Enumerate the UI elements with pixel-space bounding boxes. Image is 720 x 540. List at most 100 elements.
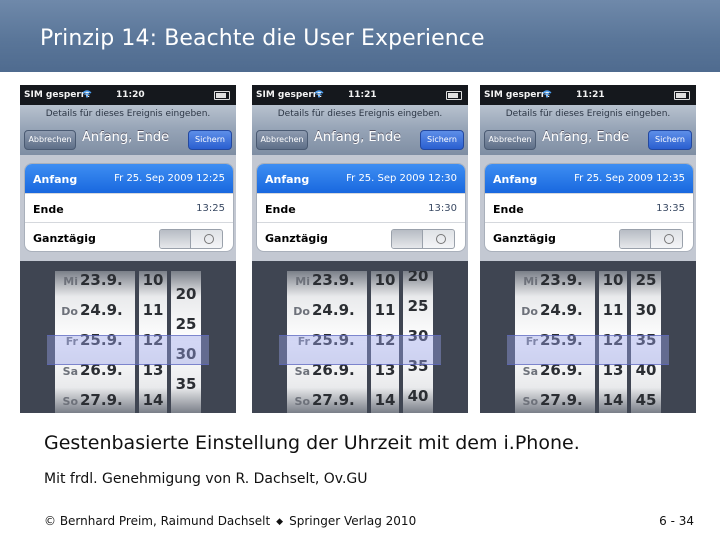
slide-title: Prinzip 14: Beachte die User Experience — [40, 26, 485, 51]
toggle-thumb[interactable] — [392, 230, 423, 248]
picker-date-item[interactable]: Do 24.9. — [55, 295, 135, 325]
picker-hour-wheel[interactable]: 10 11 12 13 14 — [371, 271, 399, 413]
date-time-picker: Mi 23.9. Do 24.9. Fr 25.9. Sa 26.9. So 27.9. 10 11… — [252, 261, 468, 413]
picker-hour-item[interactable]: 10 — [602, 271, 624, 289]
picker-minute-item[interactable]: 20 — [407, 271, 429, 285]
picker-date-wheel[interactable]: Mi 23.9. Do 24.9. Fr 25.9. Sa 26.9. So 27.9. — [55, 271, 135, 413]
picker-date-item[interactable]: Sa 26.9. — [55, 355, 135, 385]
picker-minute-item[interactable]: 30 — [407, 327, 429, 345]
picker-hour-item[interactable]: 11 — [602, 301, 624, 319]
picker-date: 27.9. — [312, 391, 355, 409]
picker-date-item[interactable]: Mi 23.9. — [55, 271, 135, 295]
allday-row: Ganztägig — [25, 222, 233, 251]
picker-minute-wheel[interactable]: 20 25 30 35 40 — [403, 271, 433, 413]
picker-date: 27.9. — [80, 391, 123, 409]
battery-icon — [446, 91, 462, 100]
picker-hour-wheel[interactable]: 10 11 12 13 14 — [599, 271, 627, 413]
end-row[interactable]: Ende 13:35 — [485, 193, 693, 223]
status-time: 11:21 — [576, 90, 605, 100]
picker-date-item[interactable]: So 27.9. — [55, 385, 135, 413]
picker-hour-item[interactable]: 11 — [142, 301, 164, 319]
start-row[interactable]: Anfang Fr 25. Sep 2009 12:25 — [25, 164, 233, 193]
end-row[interactable]: Ende 13:30 — [257, 193, 465, 223]
end-value: 13:30 — [428, 203, 457, 214]
picker-minute-item[interactable]: 45 — [635, 391, 657, 409]
picker-minute-item[interactable]: 20 — [175, 285, 197, 303]
picker-date-item[interactable]: Mi 23.9. — [515, 271, 595, 295]
date-time-picker: Mi 23.9. Do 24.9. Fr 25.9. Sa 26.9. So 27.9. 10 11… — [20, 261, 236, 413]
picker-date-item[interactable]: So 27.9. — [515, 385, 595, 413]
picker-hour-item[interactable]: 13 — [602, 361, 624, 379]
publisher-text: Springer Verlag 2010 — [289, 514, 417, 528]
picker-hour-item[interactable]: 10 — [142, 271, 164, 289]
end-row[interactable]: Ende 13:25 — [25, 193, 233, 223]
allday-row: Ganztägig — [257, 222, 465, 251]
cancel-button[interactable]: Abbrechen — [256, 130, 308, 150]
picker-date-item[interactable]: Sa 26.9. — [515, 355, 595, 385]
cancel-button[interactable]: Abbrechen — [24, 130, 76, 150]
picker-date: 27.9. — [540, 391, 583, 409]
battery-icon — [214, 91, 230, 100]
picker-date-item[interactable]: Do 24.9. — [287, 295, 367, 325]
picker-minute-wheel[interactable]: 25 30 35 40 45 — [631, 271, 661, 413]
allday-toggle[interactable] — [619, 229, 683, 249]
picker-selection-band — [507, 335, 669, 365]
save-button[interactable]: Sichern — [188, 130, 232, 150]
iphone-screenshot-3: SIM gesperrt 11:21 Details für dieses Er… — [480, 85, 696, 413]
picker-date: 23.9. — [80, 271, 123, 289]
picker-date-item[interactable]: Sa 26.9. — [287, 355, 367, 385]
picker-minute-item[interactable]: 35 — [175, 375, 197, 393]
picker-weekday: Fr — [525, 335, 538, 348]
start-row[interactable]: Anfang Fr 25. Sep 2009 12:30 — [257, 164, 465, 193]
allday-toggle[interactable] — [391, 229, 455, 249]
picker-date-wheel[interactable]: Mi 23.9. Do 24.9. Fr 25.9. Sa 26.9. So 27.9. — [287, 271, 367, 413]
picker-minute-item[interactable]: 25 — [635, 271, 657, 289]
footer-copyright: © Bernhard Preim, Raimund Dachselt ◆ Sprin… — [44, 514, 416, 528]
picker-hour-item[interactable]: 14 — [602, 391, 624, 409]
allday-toggle[interactable] — [159, 229, 223, 249]
picker-hour-item[interactable]: 14 — [374, 391, 396, 409]
start-row[interactable]: Anfang Fr 25. Sep 2009 12:35 — [485, 164, 693, 193]
allday-label: Ganztägig — [265, 232, 328, 245]
navigation-bar: Details für dieses Ereignis eingeben. Ab… — [480, 105, 696, 155]
picker-selection-band — [47, 335, 209, 365]
picker-date-wheel[interactable]: Mi 23.9. Do 24.9. Fr 25.9. Sa 26.9. So 27.9. — [515, 271, 595, 413]
picker-hour-item[interactable]: 11 — [374, 301, 396, 319]
picker-minute-item[interactable]: 40 — [635, 361, 657, 379]
picker-date-item[interactable]: Do 24.9. — [515, 295, 595, 325]
picker-minute-item[interactable]: 30 — [175, 345, 197, 363]
toggle-thumb[interactable] — [620, 230, 651, 248]
event-settings-group: Anfang Fr 25. Sep 2009 12:30 Ende 13:30 … — [256, 163, 466, 252]
toggle-thumb[interactable] — [160, 230, 191, 248]
navigation-bar: Details für dieses Ereignis eingeben. Ab… — [20, 105, 236, 155]
picker-hour-item[interactable]: 13 — [142, 361, 164, 379]
save-button[interactable]: Sichern — [420, 130, 464, 150]
status-time: 11:21 — [348, 90, 377, 100]
caption: Gestenbasierte Einstellung der Uhrzeit m… — [44, 432, 580, 454]
start-value: Fr 25. Sep 2009 12:35 — [574, 173, 685, 184]
cancel-button[interactable]: Abbrechen — [484, 130, 536, 150]
nav-prompt: Details für dieses Ereignis eingeben. — [45, 109, 211, 119]
save-button[interactable]: Sichern — [648, 130, 692, 150]
picker-minute-item[interactable]: 25 — [175, 315, 197, 333]
picker-weekday: Mi — [295, 275, 310, 288]
nav-prompt: Details für dieses Ereignis eingeben. — [505, 109, 671, 119]
nav-title: Anfang, Ende — [314, 130, 402, 145]
picker-minute-item[interactable]: 40 — [407, 387, 429, 405]
picker-weekday: Sa — [62, 365, 78, 378]
picker-date-item[interactable]: So 27.9. — [287, 385, 367, 413]
start-value: Fr 25. Sep 2009 12:25 — [114, 173, 225, 184]
picker-date: 24.9. — [80, 301, 123, 319]
picker-weekday: Fr — [297, 335, 310, 348]
picker-hour-item[interactable]: 10 — [374, 271, 396, 289]
picker-minute-item[interactable]: 35 — [407, 357, 429, 375]
picker-minute-item[interactable]: 30 — [635, 301, 657, 319]
status-bar: SIM gesperrt 11:21 — [252, 85, 468, 105]
picker-date-item[interactable]: Mi 23.9. — [287, 271, 367, 295]
picker-minute-item[interactable]: 25 — [407, 297, 429, 315]
picker-hour-item[interactable]: 13 — [374, 361, 396, 379]
picker-minute-wheel[interactable]: 20 25 30 35 — [171, 271, 201, 413]
picker-date: 23.9. — [540, 271, 583, 289]
picker-hour-item[interactable]: 14 — [142, 391, 164, 409]
picker-hour-wheel[interactable]: 10 11 12 13 14 — [139, 271, 167, 413]
